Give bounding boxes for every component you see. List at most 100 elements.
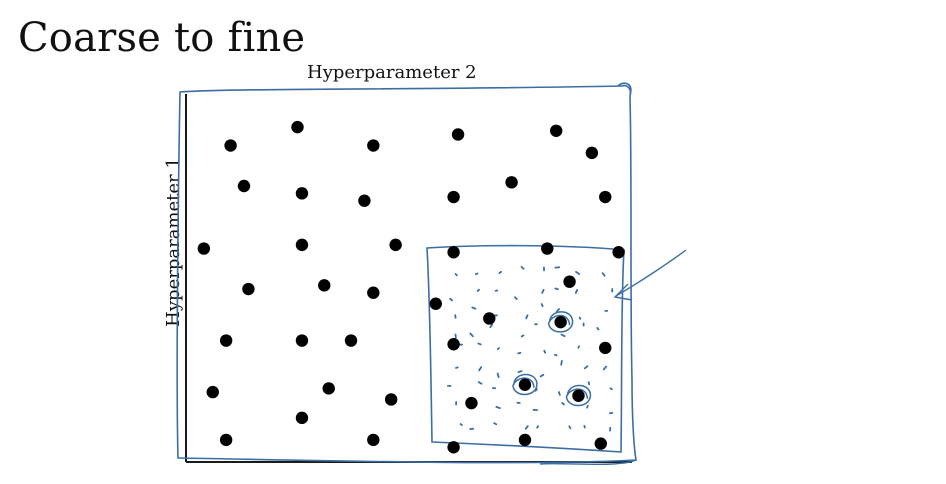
- coarse-point-40: [447, 441, 460, 454]
- fine-sample-dot-44: [517, 370, 523, 373]
- fine-sample-dot-27: [489, 323, 494, 329]
- coarse-point-19: [242, 282, 255, 296]
- fine-sample-dot-30: [560, 333, 566, 338]
- coarse-point-13: [197, 242, 211, 255]
- coarse-point-1: [224, 139, 237, 152]
- coarse-point-41: [518, 433, 532, 447]
- coarse-point-25: [554, 315, 567, 329]
- fine-sample-dot-63: [586, 404, 589, 409]
- coarse-point-37: [295, 411, 309, 425]
- coarse-point-11: [505, 176, 518, 189]
- best-point-circle-1: [547, 311, 574, 333]
- fine-sample-dot-4: [520, 265, 525, 270]
- fine-sample-dot-3: [498, 270, 503, 275]
- fine-sample-dot-65: [459, 423, 463, 426]
- fine-sample-dot-53: [534, 388, 538, 392]
- coarse-point-34: [322, 382, 335, 395]
- coarse-point-22: [429, 297, 442, 310]
- coarse-sample-points: [197, 120, 625, 454]
- slide-title: Coarse to fine: [18, 15, 306, 61]
- fine-sample-dot-14: [554, 287, 559, 291]
- coarse-point-14: [295, 238, 309, 252]
- fine-sample-dot-69: [536, 425, 540, 429]
- fine-sample-dot-56: [609, 387, 613, 391]
- fine-sample-dot-23: [578, 316, 582, 320]
- best-point-circle-2: [512, 373, 538, 396]
- fine-sample-dot-18: [471, 306, 477, 310]
- coarse-point-5: [549, 124, 563, 137]
- coarse-point-36: [465, 396, 478, 410]
- fine-sample-dot-35: [497, 347, 500, 350]
- coarse-point-30: [599, 341, 612, 355]
- coarse-point-21: [367, 286, 380, 299]
- coarse-point-10: [447, 190, 460, 204]
- fine-sample-dot-37: [543, 349, 547, 354]
- outer-box-tail: [539, 459, 637, 465]
- fine-sample-dot-71: [583, 424, 586, 429]
- fine-sample-dot-54: [557, 391, 561, 396]
- fine-sample-dot-67: [493, 422, 498, 426]
- fine-sample-dot-8: [601, 272, 606, 277]
- fine-sample-dot-36: [517, 351, 522, 355]
- coarse-point-42: [594, 437, 607, 450]
- coarse-point-27: [295, 334, 309, 347]
- fine-sample-dot-70: [568, 425, 572, 430]
- arrow-shaft: [615, 249, 687, 297]
- outer-search-box: [176, 84, 637, 464]
- coarse-point-26: [219, 334, 233, 347]
- best-point-circles: [512, 311, 592, 407]
- fine-sample-dot-26: [469, 332, 474, 338]
- coarse-point-15: [389, 238, 402, 252]
- coarse-point-32: [572, 389, 585, 402]
- fine-sample-dot-7: [575, 270, 581, 275]
- fine-sample-dot-41: [455, 366, 459, 369]
- fine-sample-dot-22: [555, 308, 560, 313]
- coarse-point-38: [219, 433, 233, 447]
- coarse-point-31: [518, 378, 532, 391]
- coarse-point-33: [206, 385, 219, 399]
- coarse-point-18: [612, 246, 625, 259]
- fine-sample-dot-32: [596, 327, 600, 331]
- coarse-point-17: [541, 242, 554, 255]
- coarse-point-20: [318, 279, 331, 292]
- coarse-point-8: [295, 187, 309, 200]
- fine-sample-dot-15: [574, 289, 579, 294]
- fine-sample-dot-47: [583, 365, 589, 370]
- fine-sample-dot-46: [560, 359, 563, 366]
- coarse-point-29: [447, 338, 460, 351]
- fine-sample-dot-45: [539, 373, 545, 378]
- fine-sample-dot-42: [478, 366, 483, 372]
- outer-box-corner-loop: [617, 82, 632, 95]
- fine-sample-dot-59: [495, 406, 501, 410]
- fine-sample-dot-28: [520, 334, 525, 338]
- fine-sample-dot-1: [454, 273, 458, 277]
- coarse-point-28: [344, 334, 358, 347]
- best-point-circle-3: [565, 384, 592, 407]
- coarse-point-16: [447, 246, 460, 259]
- coarse-point-2: [291, 120, 304, 134]
- coarse-point-3: [367, 139, 380, 152]
- coarse-point-23: [563, 275, 576, 288]
- fine-sample-dot-9: [449, 297, 453, 302]
- fine-sample-dot-55: [587, 381, 591, 386]
- fine-search-box: [426, 244, 625, 453]
- fine-sample-dot-12: [513, 296, 518, 300]
- fine-sample-dot-48: [602, 365, 608, 371]
- fine-sample-dot-68: [524, 425, 529, 430]
- fine-sample-dot-34: [477, 342, 482, 346]
- coarse-point-7: [237, 179, 251, 193]
- coarse-point-35: [384, 393, 398, 406]
- fine-sample-dot-62: [561, 401, 565, 406]
- coarse-point-39: [367, 433, 380, 447]
- fine-sample-dot-10: [476, 288, 480, 292]
- arrow-head: [613, 283, 633, 301]
- fine-sample-dot-21: [540, 303, 544, 308]
- coarse-point-24: [483, 312, 496, 325]
- fine-sample-dot-20: [525, 314, 529, 320]
- fine-sample-dots: [446, 265, 614, 432]
- fine-sample-dot-13: [541, 288, 545, 294]
- coarse-point-12: [599, 190, 612, 204]
- fine-sample-dot-2: [474, 272, 479, 276]
